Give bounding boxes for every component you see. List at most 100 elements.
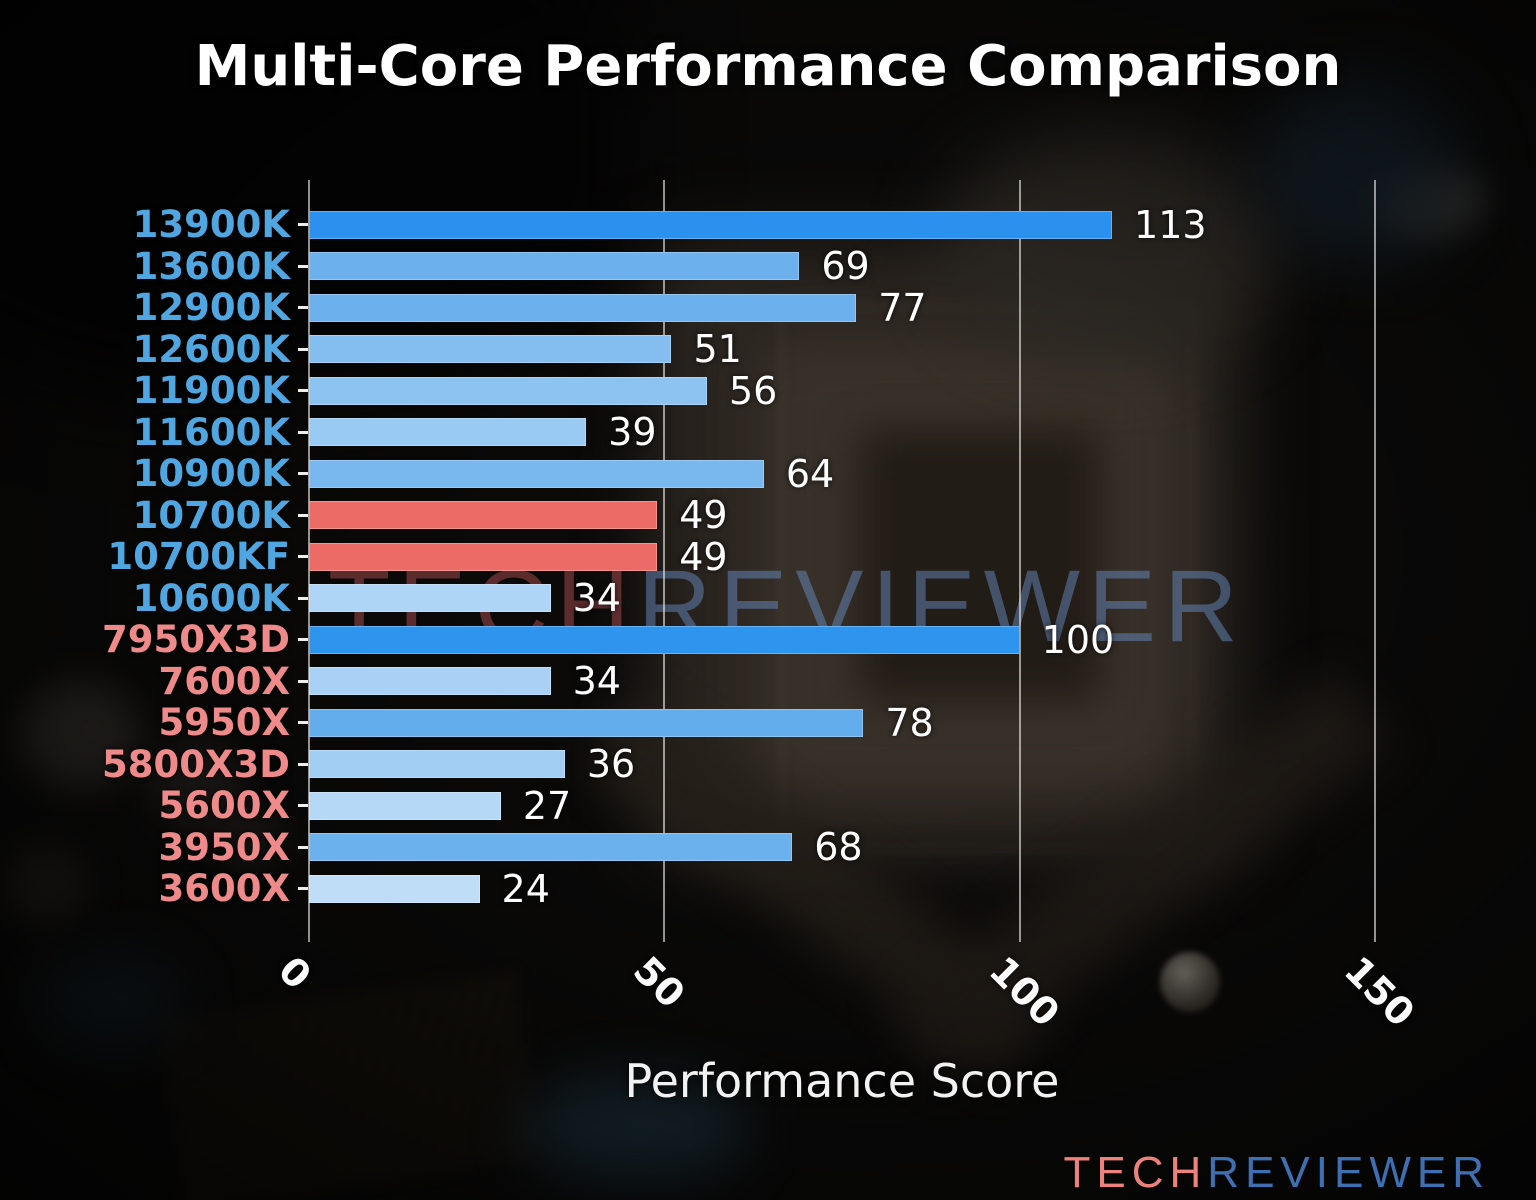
brand-logo-tech: TECH: [1063, 1148, 1208, 1197]
bar-10600K: [309, 584, 551, 613]
value-label: 24: [501, 866, 550, 911]
value-label: 100: [1041, 617, 1115, 662]
category-label: 10900K: [132, 452, 290, 496]
category-label: 10600K: [132, 576, 290, 620]
category-label: 13900K: [132, 203, 290, 247]
bar-13600K: [309, 252, 800, 281]
value-label: 113: [1134, 202, 1207, 247]
gridline-100: [1018, 180, 1021, 942]
bar-13900K: [309, 210, 1113, 239]
category-label: 5950X: [158, 701, 290, 745]
brand-logo-reviewer: REVIEWER: [1207, 1148, 1490, 1197]
category-label: 7950X3D: [102, 618, 290, 662]
bar-5950X: [309, 708, 864, 737]
category-label: 3950X: [158, 825, 290, 869]
category-label: 11600K: [132, 410, 290, 454]
category-label: 5600X: [158, 784, 290, 828]
gridline-150: [1374, 180, 1376, 942]
y-tick-mark: [298, 679, 308, 683]
bar-7600X: [309, 667, 551, 696]
x-axis-label: Performance Score: [624, 1054, 1060, 1108]
category-label: 5800X3D: [102, 742, 290, 786]
bar-row-5800X3D: 5800X3D 36: [0, 742, 1536, 787]
bar-10900K: [309, 459, 764, 488]
value-label: 49: [679, 493, 728, 538]
value-label: 56: [728, 368, 778, 413]
x-tick-label-150: 150: [1335, 948, 1424, 1036]
y-tick-mark: [298, 472, 308, 476]
bar-5600X: [309, 791, 501, 820]
y-tick-mark: [298, 845, 308, 849]
category-label: 10700K: [132, 493, 290, 537]
y-tick-mark: [298, 804, 308, 808]
y-tick-mark: [298, 596, 308, 600]
y-tick-mark: [298, 887, 308, 891]
value-label: 77: [878, 285, 927, 330]
bar-row-11600K: 11600K 39: [0, 410, 1536, 455]
y-tick-mark: [298, 721, 308, 725]
bar-row-12900K: 12900K 77: [0, 285, 1536, 330]
bar-row-3950X: 3950X 68: [0, 825, 1536, 870]
value-label: 27: [522, 783, 572, 828]
chart-title: Multi-Core Performance Comparison: [194, 34, 1342, 99]
bar-5800X3D: [309, 750, 565, 779]
brand-logo: TECHREVIEWER: [1064, 1148, 1490, 1198]
category-label: 7600X: [158, 659, 290, 703]
value-label: 34: [572, 576, 621, 621]
bar-row-10600K: 10600K 34: [0, 576, 1536, 621]
y-tick-mark: [298, 347, 308, 351]
x-tick-label-100: 100: [980, 948, 1068, 1036]
bar-row-11900K: 11900K 56: [0, 368, 1536, 413]
y-tick-mark: [298, 223, 308, 227]
y-tick-mark: [298, 638, 308, 642]
value-label: 34: [572, 659, 621, 704]
value-label: 36: [586, 742, 636, 787]
value-label: 49: [679, 534, 728, 579]
value-label: 69: [821, 244, 870, 289]
category-label: 11900K: [132, 369, 290, 413]
bar-row-13900K: 13900K 113: [0, 202, 1536, 247]
y-tick-mark: [298, 762, 308, 766]
category-label: 12900K: [132, 286, 290, 330]
value-label: 78: [885, 700, 934, 745]
y-tick-mark: [298, 389, 308, 393]
bar-11600K: [309, 418, 587, 447]
y-tick-mark: [298, 264, 308, 268]
bar-12900K: [309, 293, 857, 322]
value-label: 51: [693, 327, 742, 372]
bar-3600X: [309, 874, 480, 903]
y-tick-mark: [298, 555, 308, 559]
bar-row-10700K: 10700K 49: [0, 493, 1536, 538]
category-label: 12600K: [132, 327, 290, 371]
category-label: 13600K: [132, 244, 290, 288]
bar-11900K: [309, 376, 707, 405]
value-label: 68: [814, 825, 863, 870]
bar-row-12600K: 12600K 51: [0, 327, 1536, 372]
x-tick-label-0: 0: [269, 948, 320, 998]
bar-7950X3D: [309, 625, 1020, 654]
y-tick-mark: [298, 306, 308, 310]
y-tick-mark: [298, 430, 308, 434]
bar-row-13600K: 13600K 69: [0, 244, 1536, 289]
x-tick-label-50: 50: [625, 948, 694, 1017]
bar-row-5600X: 5600X 27: [0, 783, 1536, 828]
bar-rows: 13900K 113 13600K 69 12900K 77 12600K 51 11900K 5…: [0, 202, 1536, 911]
bar-row-10700KF: 10700KF 49: [0, 534, 1536, 579]
bar-row-7950X3D: 7950X3D 100: [0, 617, 1536, 662]
value-label: 64: [785, 451, 835, 496]
gridline-50: [663, 180, 666, 942]
bar-row-7600X: 7600X 34: [0, 659, 1536, 704]
bar-row-5950X: 5950X 78: [0, 700, 1536, 745]
value-label: 39: [608, 410, 657, 455]
category-label: 3600X: [158, 867, 290, 911]
y-tick-mark: [298, 513, 308, 517]
bar-12600K: [309, 335, 672, 364]
bar-3950X: [309, 833, 793, 862]
category-label: 10700KF: [107, 535, 290, 579]
bar-10700K: [309, 501, 658, 530]
bar-row-10900K: 10900K 64: [0, 451, 1536, 496]
